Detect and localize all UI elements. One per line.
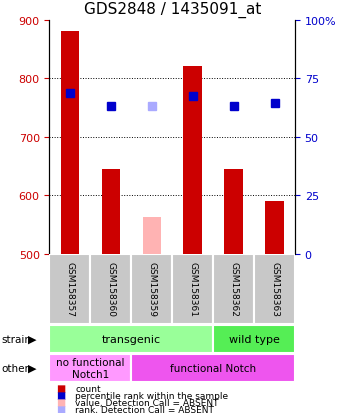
Bar [61,32,79,254]
Text: ■: ■ [56,390,65,400]
Bar [183,67,202,254]
Bar [143,218,161,254]
Bar [213,254,254,324]
Text: ■: ■ [56,404,65,413]
Text: percentile rank within the sample: percentile rank within the sample [75,391,228,400]
Text: GSM158362: GSM158362 [229,262,238,316]
Text: GSM158359: GSM158359 [147,262,156,316]
Bar [49,354,131,382]
Text: GSM158357: GSM158357 [65,262,74,316]
Text: GSM158360: GSM158360 [106,262,115,316]
Text: ▶: ▶ [28,334,36,344]
Bar [265,202,284,254]
Bar [172,254,213,324]
Bar [213,325,295,353]
Bar [49,325,213,353]
Bar [131,354,295,382]
Text: GSM158361: GSM158361 [188,262,197,316]
Title: GDS2848 / 1435091_at: GDS2848 / 1435091_at [84,2,261,18]
Bar [224,169,243,254]
Text: strain: strain [2,334,32,344]
Bar [102,169,120,254]
Text: no functional
Notch1: no functional Notch1 [56,357,124,379]
Text: wild type: wild type [228,334,280,344]
Text: rank, Detection Call = ABSENT: rank, Detection Call = ABSENT [75,405,214,413]
Text: ■: ■ [56,397,65,407]
Text: functional Notch: functional Notch [170,363,256,373]
Text: transgenic: transgenic [102,334,161,344]
Text: count: count [75,384,101,393]
Text: GSM158363: GSM158363 [270,262,279,316]
Bar [90,254,131,324]
Text: value, Detection Call = ABSENT: value, Detection Call = ABSENT [75,398,219,407]
Text: other: other [2,363,30,373]
Text: ▶: ▶ [28,363,36,373]
Bar [49,254,90,324]
Bar [131,254,172,324]
Bar [254,254,295,324]
Text: ■: ■ [56,383,65,393]
